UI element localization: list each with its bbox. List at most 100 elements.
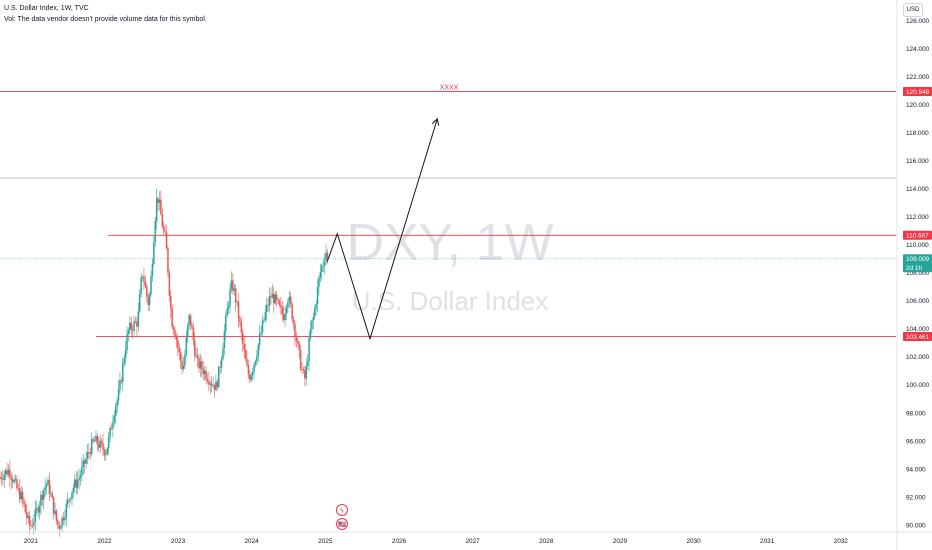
- candle-body: [322, 264, 324, 267]
- candle-body: [143, 276, 145, 282]
- candle-body: [253, 364, 255, 372]
- candle-body: [258, 334, 261, 345]
- price-tick-label: 92.000: [906, 494, 926, 501]
- candle-body: [4, 470, 7, 475]
- candle-body: [243, 343, 245, 351]
- candle-body: [62, 517, 65, 521]
- time-axis[interactable]: 2021 2022 2023 2024 2025 2026 2027 2028 2029 2030…: [0, 531, 932, 545]
- candle-body: [24, 504, 27, 513]
- candle-body: [133, 321, 135, 331]
- currency-button[interactable]: USD: [903, 3, 923, 17]
- candle-body: [225, 315, 227, 332]
- candle-body: [234, 288, 237, 303]
- candle-body: [192, 327, 195, 341]
- candle-body: [86, 452, 89, 459]
- candle-body: [44, 486, 46, 491]
- candle-body: [154, 220, 156, 243]
- candle-body: [213, 385, 216, 390]
- candle-body: [305, 366, 308, 379]
- candle-body: [98, 444, 100, 448]
- candle-body: [181, 361, 183, 370]
- candle-body: [13, 479, 15, 483]
- candle-body: [195, 355, 197, 357]
- candle-body: [291, 304, 293, 320]
- candle-body: [116, 400, 118, 407]
- candle-body: [236, 301, 238, 303]
- candle-body: [268, 296, 271, 306]
- symbol-title[interactable]: U.S. Dollar Index, 1W, TVC: [4, 5, 89, 12]
- candle-body: [178, 347, 180, 352]
- projection-path[interactable]: [326, 118, 438, 341]
- candle-body: [127, 329, 130, 334]
- candle-body: [312, 316, 315, 321]
- candle-body: [0, 476, 1, 478]
- lightning-icon[interactable]: [336, 504, 348, 516]
- candle-body: [318, 277, 320, 287]
- candle-body: [239, 318, 241, 323]
- candle-body: [326, 252, 329, 259]
- candle-body: [14, 479, 17, 481]
- candle-body: [155, 198, 158, 221]
- candle-body: [90, 439, 93, 454]
- level-price-marker-label: 120.948: [906, 89, 930, 96]
- candle-body: [218, 366, 220, 387]
- candle-body: [69, 499, 72, 500]
- us-flag-icon[interactable]: [336, 518, 348, 530]
- candle-body: [151, 263, 154, 277]
- candle-body: [271, 293, 274, 298]
- time-tick-label: 2030: [686, 538, 701, 545]
- candle-body: [74, 479, 76, 488]
- candle-body: [27, 515, 29, 518]
- candle-body: [299, 350, 302, 370]
- time-tick-label: 2025: [318, 538, 333, 545]
- candle-body: [171, 308, 173, 328]
- price-tick-label: 120.000: [906, 102, 930, 109]
- candle-body: [223, 331, 226, 349]
- candle-body: [206, 379, 209, 382]
- price-tick-label: 98.000: [906, 410, 926, 417]
- lightning-icon-glyph: ϟ: [340, 507, 344, 515]
- candle-body: [277, 299, 279, 301]
- candle-body: [237, 301, 240, 319]
- candle-body: [186, 325, 189, 338]
- time-tick-label: 2029: [613, 538, 628, 545]
- candle-body: [246, 359, 248, 365]
- candle-body: [270, 296, 272, 298]
- candle-body: [242, 332, 244, 344]
- candle-body: [3, 474, 5, 480]
- time-tick-label: 2024: [245, 538, 260, 545]
- price-axis[interactable]: 90.000 92.000 94.000 96.000 98.000 100.000 102…: [896, 0, 930, 550]
- candle-body: [257, 344, 260, 357]
- candle-body: [301, 369, 303, 370]
- candle-body: [194, 340, 196, 356]
- candle-body: [249, 374, 251, 380]
- candle-body: [140, 277, 142, 295]
- candle-body: [232, 280, 234, 291]
- candle-body: [66, 499, 69, 504]
- watermark-symbol: DXY, 1W: [346, 214, 553, 272]
- price-markers: 120.948 110.687 103.461 109.009 2d 1h: [903, 87, 932, 341]
- candle-body: [267, 304, 269, 306]
- candle-body: [105, 453, 107, 456]
- event-icons[interactable]: ϟ 🇺🇸: [336, 504, 348, 530]
- candle-body: [19, 488, 21, 500]
- candle-body: [34, 509, 37, 523]
- candle-body: [38, 505, 41, 513]
- candle-body: [287, 302, 289, 308]
- candle-body: [323, 261, 326, 265]
- candle-body: [11, 479, 14, 483]
- candle-body: [261, 320, 264, 333]
- last-price-label: 109.009: [906, 256, 930, 263]
- candle-body: [103, 449, 106, 456]
- candle-body: [124, 350, 127, 359]
- candle-body: [141, 276, 144, 278]
- candle-body: [95, 435, 97, 441]
- candle-body: [308, 337, 310, 362]
- candle-body: [172, 327, 175, 331]
- candle-body: [31, 525, 34, 527]
- candle-body: [289, 296, 292, 305]
- candle-body: [129, 322, 131, 330]
- candle-body: [244, 350, 247, 360]
- candle-body: [51, 493, 53, 498]
